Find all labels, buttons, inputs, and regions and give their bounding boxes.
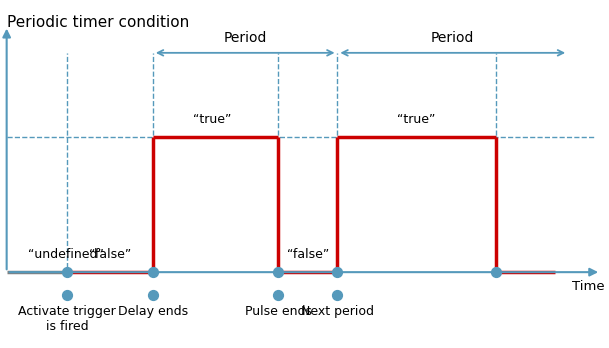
- Point: [62, 269, 72, 275]
- Text: Next period: Next period: [301, 304, 374, 318]
- Point: [273, 292, 283, 298]
- Point: [333, 269, 342, 275]
- Text: Activate trigger
is fired: Activate trigger is fired: [18, 304, 116, 333]
- Text: “false”: “false”: [89, 248, 131, 261]
- Point: [333, 292, 342, 298]
- Text: Pulse ends: Pulse ends: [245, 304, 312, 318]
- Text: Delay ends: Delay ends: [118, 304, 188, 318]
- Text: Periodic timer condition: Periodic timer condition: [7, 15, 189, 30]
- Text: Time: Time: [572, 280, 604, 293]
- Point: [62, 292, 72, 298]
- Point: [273, 269, 283, 275]
- Text: Period: Period: [224, 31, 267, 45]
- Text: “true”: “true”: [397, 113, 435, 126]
- Point: [491, 269, 501, 275]
- Text: Period: Period: [431, 31, 474, 45]
- Text: “true”: “true”: [193, 113, 231, 126]
- Point: [148, 292, 158, 298]
- Point: [148, 269, 158, 275]
- Text: “false”: “false”: [287, 248, 329, 261]
- Text: “undefined”: “undefined”: [28, 248, 104, 261]
